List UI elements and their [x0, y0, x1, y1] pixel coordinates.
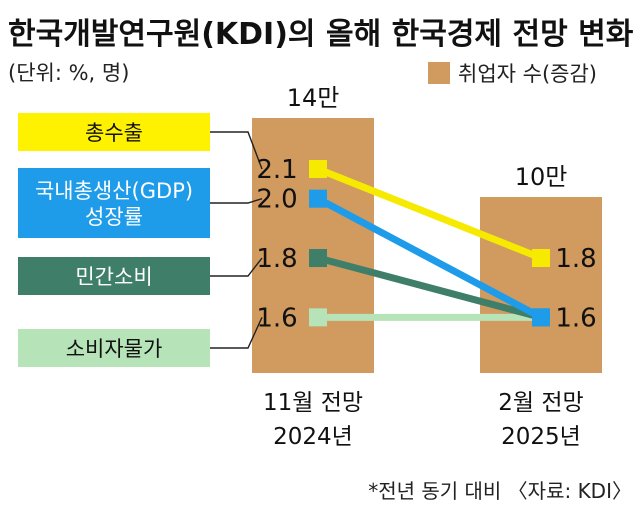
- legend-label: 취업자 수(증감): [458, 62, 597, 86]
- series-marker: [309, 249, 327, 268]
- unit-label: (단위: %, 명): [8, 61, 129, 85]
- footnote: *전년 동기 대비 〈자료: KDI〉: [368, 479, 632, 503]
- series-marker: [532, 308, 550, 327]
- series-line: [314, 254, 545, 321]
- series-connector: [210, 257, 263, 277]
- value-label: 2.1: [256, 155, 297, 185]
- value-label: 1.8: [256, 244, 297, 274]
- value-label: 1.6: [256, 303, 297, 333]
- legend-swatch: [428, 62, 450, 84]
- series-label-box: [18, 329, 210, 367]
- series-label: 민간소비: [75, 265, 152, 289]
- value-label: 1.6: [555, 303, 596, 333]
- series-line: [314, 165, 545, 262]
- bar-value-label: 14만: [287, 84, 340, 112]
- series-marker: [309, 189, 327, 208]
- value-label: 2.0: [256, 185, 297, 215]
- series-label: 국내총생산(GDP): [35, 179, 193, 203]
- series-label-box: [18, 168, 210, 238]
- series-marker: [532, 249, 550, 268]
- employment-bar: [480, 197, 602, 373]
- page-title: 한국개발연구원(KDI)의 올해 한국경제 전망 변화: [8, 17, 634, 52]
- series-marker: [309, 160, 327, 178]
- value-label: 1.8: [555, 244, 596, 274]
- series-connector: [210, 198, 263, 204]
- series-connector: [210, 317, 263, 349]
- bar-value-label: 10만: [515, 163, 568, 191]
- category-label: 11월 전망: [263, 390, 363, 416]
- category-label: 2025년: [501, 424, 581, 450]
- series-connector: [210, 131, 263, 170]
- category-label: 2024년: [273, 424, 353, 450]
- series-label: 총수출: [85, 121, 143, 145]
- category-label: 2월 전망: [498, 390, 583, 416]
- series-label-box: [18, 113, 210, 151]
- series-label-box: [18, 257, 210, 295]
- series-label: 소비자물가: [66, 337, 163, 361]
- series-line: [314, 195, 545, 321]
- series-label: 성장률: [85, 205, 143, 229]
- series-marker: [309, 308, 327, 327]
